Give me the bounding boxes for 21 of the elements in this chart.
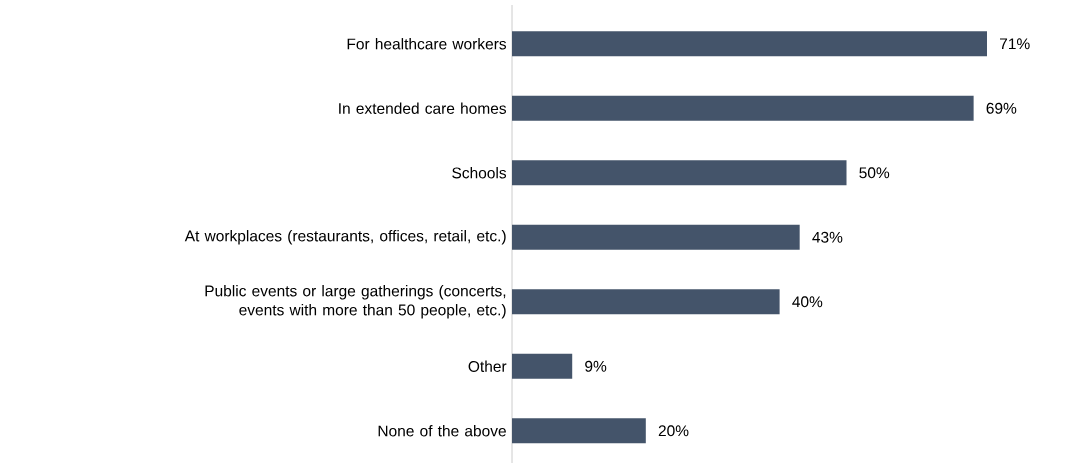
bar (512, 95, 974, 121)
y-tick-label: At workplaces (restaurants, offices, retail, etc.) (184, 230, 506, 245)
data-label: 50% (859, 167, 890, 179)
data-label: 69% (986, 102, 1017, 114)
y-tick-label: In extended care homes (339, 102, 507, 114)
y-tick-label: Other (468, 360, 507, 372)
bar (512, 160, 847, 186)
bar (512, 31, 987, 57)
data-label: 43% (812, 231, 843, 243)
bar (512, 353, 573, 379)
data-label: 40% (792, 296, 823, 308)
bar (512, 224, 800, 250)
y-tick-label: Schools (452, 167, 507, 179)
y-tick-label: For healthcare workers (347, 38, 507, 50)
data-label: 71% (1000, 38, 1030, 50)
bar (512, 289, 780, 315)
y-tick-label: Public events or large gatherings (concerts, events with more than 50 people, etc.) (205, 285, 506, 319)
y-tick-label: None of the above (378, 425, 506, 437)
data-label: 9% (585, 360, 607, 372)
data-label: 20% (658, 425, 689, 437)
bar (512, 418, 646, 444)
